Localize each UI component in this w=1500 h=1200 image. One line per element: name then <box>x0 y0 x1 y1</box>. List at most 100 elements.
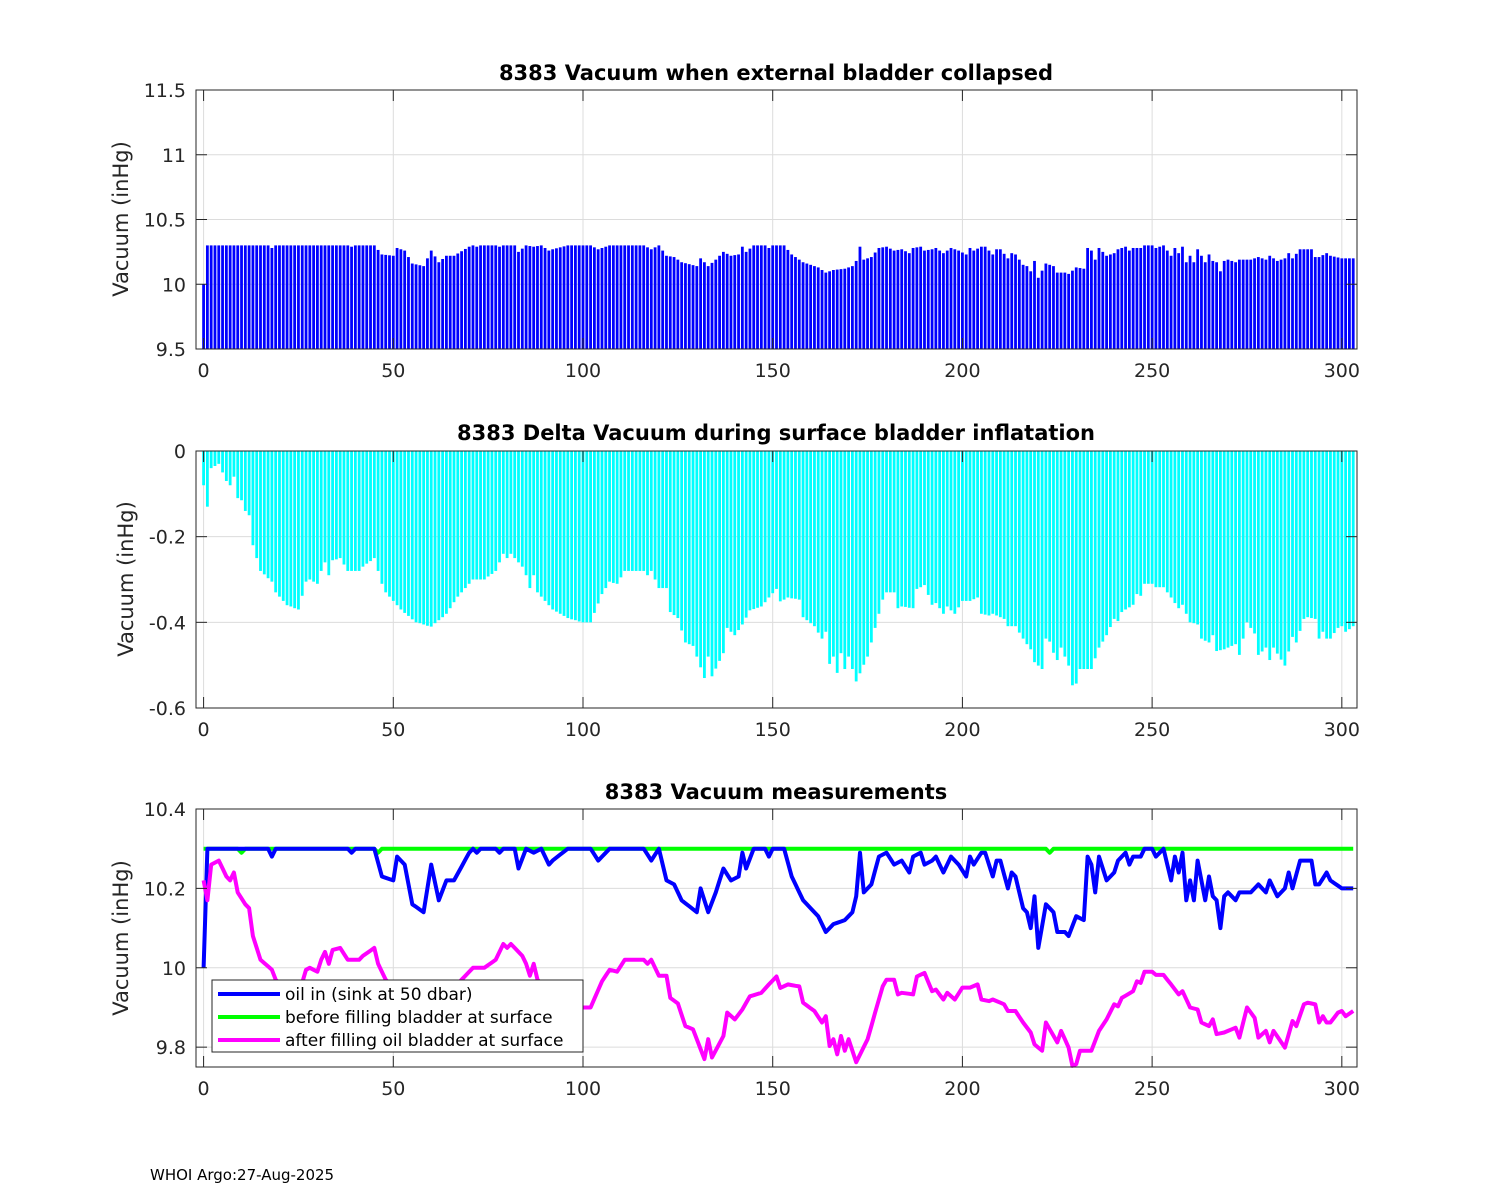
bar <box>543 247 547 349</box>
bar <box>1226 451 1230 648</box>
bar <box>653 451 657 580</box>
bar <box>1310 451 1313 619</box>
bar <box>205 245 209 349</box>
bar <box>1237 451 1241 655</box>
bar <box>979 451 983 614</box>
bar <box>1086 451 1090 670</box>
bar <box>1150 451 1154 584</box>
bar <box>365 451 369 564</box>
bar <box>1253 451 1256 634</box>
bar <box>942 451 945 614</box>
bar <box>300 245 304 349</box>
x-tick-label: 100 <box>565 360 601 382</box>
bar <box>972 250 976 349</box>
bar <box>1169 255 1173 349</box>
bar <box>422 451 426 625</box>
bar <box>380 254 384 349</box>
bar <box>949 247 953 349</box>
bar <box>786 249 790 349</box>
bar <box>748 451 752 611</box>
bar <box>297 451 300 610</box>
bar <box>1283 451 1287 666</box>
bar <box>1287 253 1291 349</box>
bar <box>236 245 240 349</box>
bar <box>353 451 357 571</box>
y-tick-label: -0.6 <box>149 698 186 720</box>
bar <box>1192 451 1196 624</box>
bar <box>942 253 945 349</box>
bar <box>873 252 877 349</box>
bar <box>911 247 915 349</box>
bar <box>691 451 695 646</box>
bar <box>1067 451 1071 666</box>
bar <box>729 451 733 632</box>
axes-box <box>195 450 1358 709</box>
bar <box>243 451 247 511</box>
bar <box>1203 262 1207 349</box>
bar <box>456 253 460 349</box>
bar <box>858 246 862 349</box>
x-tick-label: 250 <box>1134 1078 1170 1100</box>
bar <box>585 451 589 623</box>
bar <box>243 245 247 349</box>
bar <box>832 270 835 349</box>
bar <box>1158 451 1162 588</box>
bar <box>684 263 687 349</box>
bar <box>983 246 987 349</box>
bar <box>649 249 653 349</box>
bar <box>1025 266 1029 349</box>
bar <box>1207 254 1211 349</box>
bar <box>1291 258 1294 349</box>
bar <box>1184 451 1188 614</box>
bar <box>1158 246 1162 349</box>
bar <box>289 245 293 349</box>
bar <box>1086 247 1090 349</box>
bar <box>319 245 323 349</box>
bar <box>570 245 574 349</box>
y-tick-label: 9.8 <box>156 1037 186 1059</box>
bar <box>202 284 205 349</box>
x-tick-label: 50 <box>381 719 405 741</box>
bar <box>224 451 228 481</box>
bar <box>342 451 346 565</box>
bar <box>608 245 611 349</box>
bar <box>1017 451 1021 633</box>
bar <box>562 246 566 349</box>
bar <box>1135 247 1139 349</box>
bar <box>581 245 585 349</box>
bar <box>1120 247 1124 349</box>
bar <box>486 451 490 577</box>
bar <box>1097 451 1101 648</box>
bar <box>384 451 388 593</box>
bar <box>862 451 866 665</box>
bar <box>1078 451 1082 670</box>
bar <box>300 451 304 596</box>
y-tick-label: 10 <box>162 274 186 296</box>
series-line <box>201 846 1354 968</box>
bar <box>471 245 475 349</box>
bar <box>1093 259 1097 349</box>
bar <box>456 451 460 597</box>
bar <box>1279 451 1283 660</box>
bar <box>334 451 338 560</box>
bar <box>1211 260 1215 349</box>
x-tick-label: 50 <box>381 360 405 382</box>
bar <box>1287 451 1291 652</box>
bar <box>687 451 691 645</box>
bar <box>1211 451 1215 636</box>
bar <box>1313 451 1317 619</box>
bar <box>1143 451 1146 584</box>
bar <box>1260 258 1264 349</box>
bar <box>934 451 938 604</box>
bar <box>907 253 911 349</box>
bar <box>429 451 433 627</box>
bar <box>721 251 725 349</box>
bar <box>862 259 866 349</box>
bar <box>926 451 930 595</box>
legend: oil in (sink at 50 dbar) before filling … <box>211 979 584 1053</box>
bar <box>923 451 926 586</box>
bar <box>1181 451 1184 605</box>
bar <box>255 245 259 349</box>
bar <box>422 266 426 349</box>
bar <box>289 451 293 607</box>
